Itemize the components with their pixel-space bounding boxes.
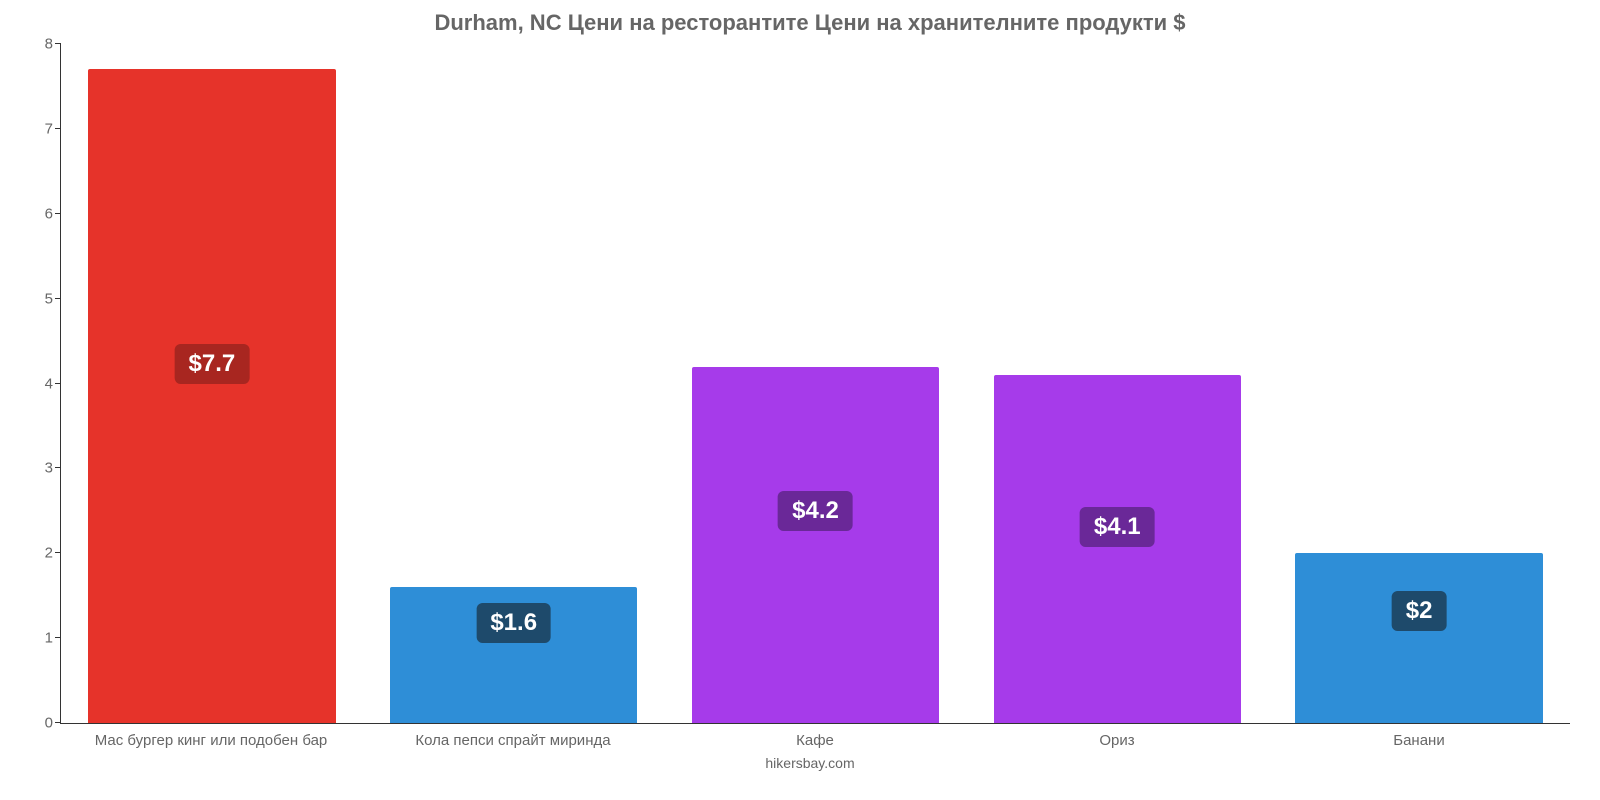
x-axis-label: Кола пепси спрайт миринда [362,732,664,749]
bars-row: $7.7 $1.6 $4.2 $4.1 $2 [61,44,1570,723]
bar-value-label: $2 [1392,591,1447,631]
x-axis-labels: Мас бургер кинг или подобен барКола пепс… [60,732,1570,749]
y-tick-label: 0 [33,715,53,732]
bar-slot: $7.7 [61,44,363,723]
y-tick-mark [55,298,61,299]
y-tick-mark [55,467,61,468]
bar-slot: $4.2 [665,44,967,723]
y-tick-label: 7 [33,120,53,137]
y-tick-mark [55,637,61,638]
x-axis-label: Банани [1268,732,1570,749]
x-axis-label: Мас бургер кинг или подобен бар [60,732,362,749]
x-axis-label: Ориз [966,732,1268,749]
bar: $4.2 [692,367,939,723]
y-tick-label: 8 [33,36,53,53]
y-tick-label: 1 [33,630,53,647]
y-tick-mark [55,722,61,723]
chart-title: Durham, NC Цени на ресторантите Цени на … [50,10,1570,36]
bar: $4.1 [994,375,1241,723]
bar-value-label: $1.6 [476,603,551,643]
price-bar-chart: Durham, NC Цени на ресторантите Цени на … [0,0,1600,800]
y-tick-mark [55,43,61,44]
y-tick-mark [55,213,61,214]
plot-area: $7.7$1.6$4.2$4.1$2 012345678 [60,44,1570,724]
y-tick-mark [55,128,61,129]
bar-value-label: $7.7 [175,344,250,384]
bar-value-label: $4.2 [778,491,853,531]
chart-credit: hikersbay.com [50,755,1570,771]
x-axis-label: Кафе [664,732,966,749]
bar-slot: $4.1 [966,44,1268,723]
y-tick-label: 3 [33,460,53,477]
bar: $7.7 [88,69,335,723]
bar-value-label: $4.1 [1080,507,1155,547]
bar-slot: $2 [1268,44,1570,723]
y-tick-mark [55,552,61,553]
y-tick-label: 2 [33,545,53,562]
bar: $2 [1295,553,1542,723]
bar-slot: $1.6 [363,44,665,723]
y-tick-label: 4 [33,375,53,392]
y-tick-label: 6 [33,205,53,222]
bar: $1.6 [390,587,637,723]
y-tick-label: 5 [33,290,53,307]
y-tick-mark [55,383,61,384]
